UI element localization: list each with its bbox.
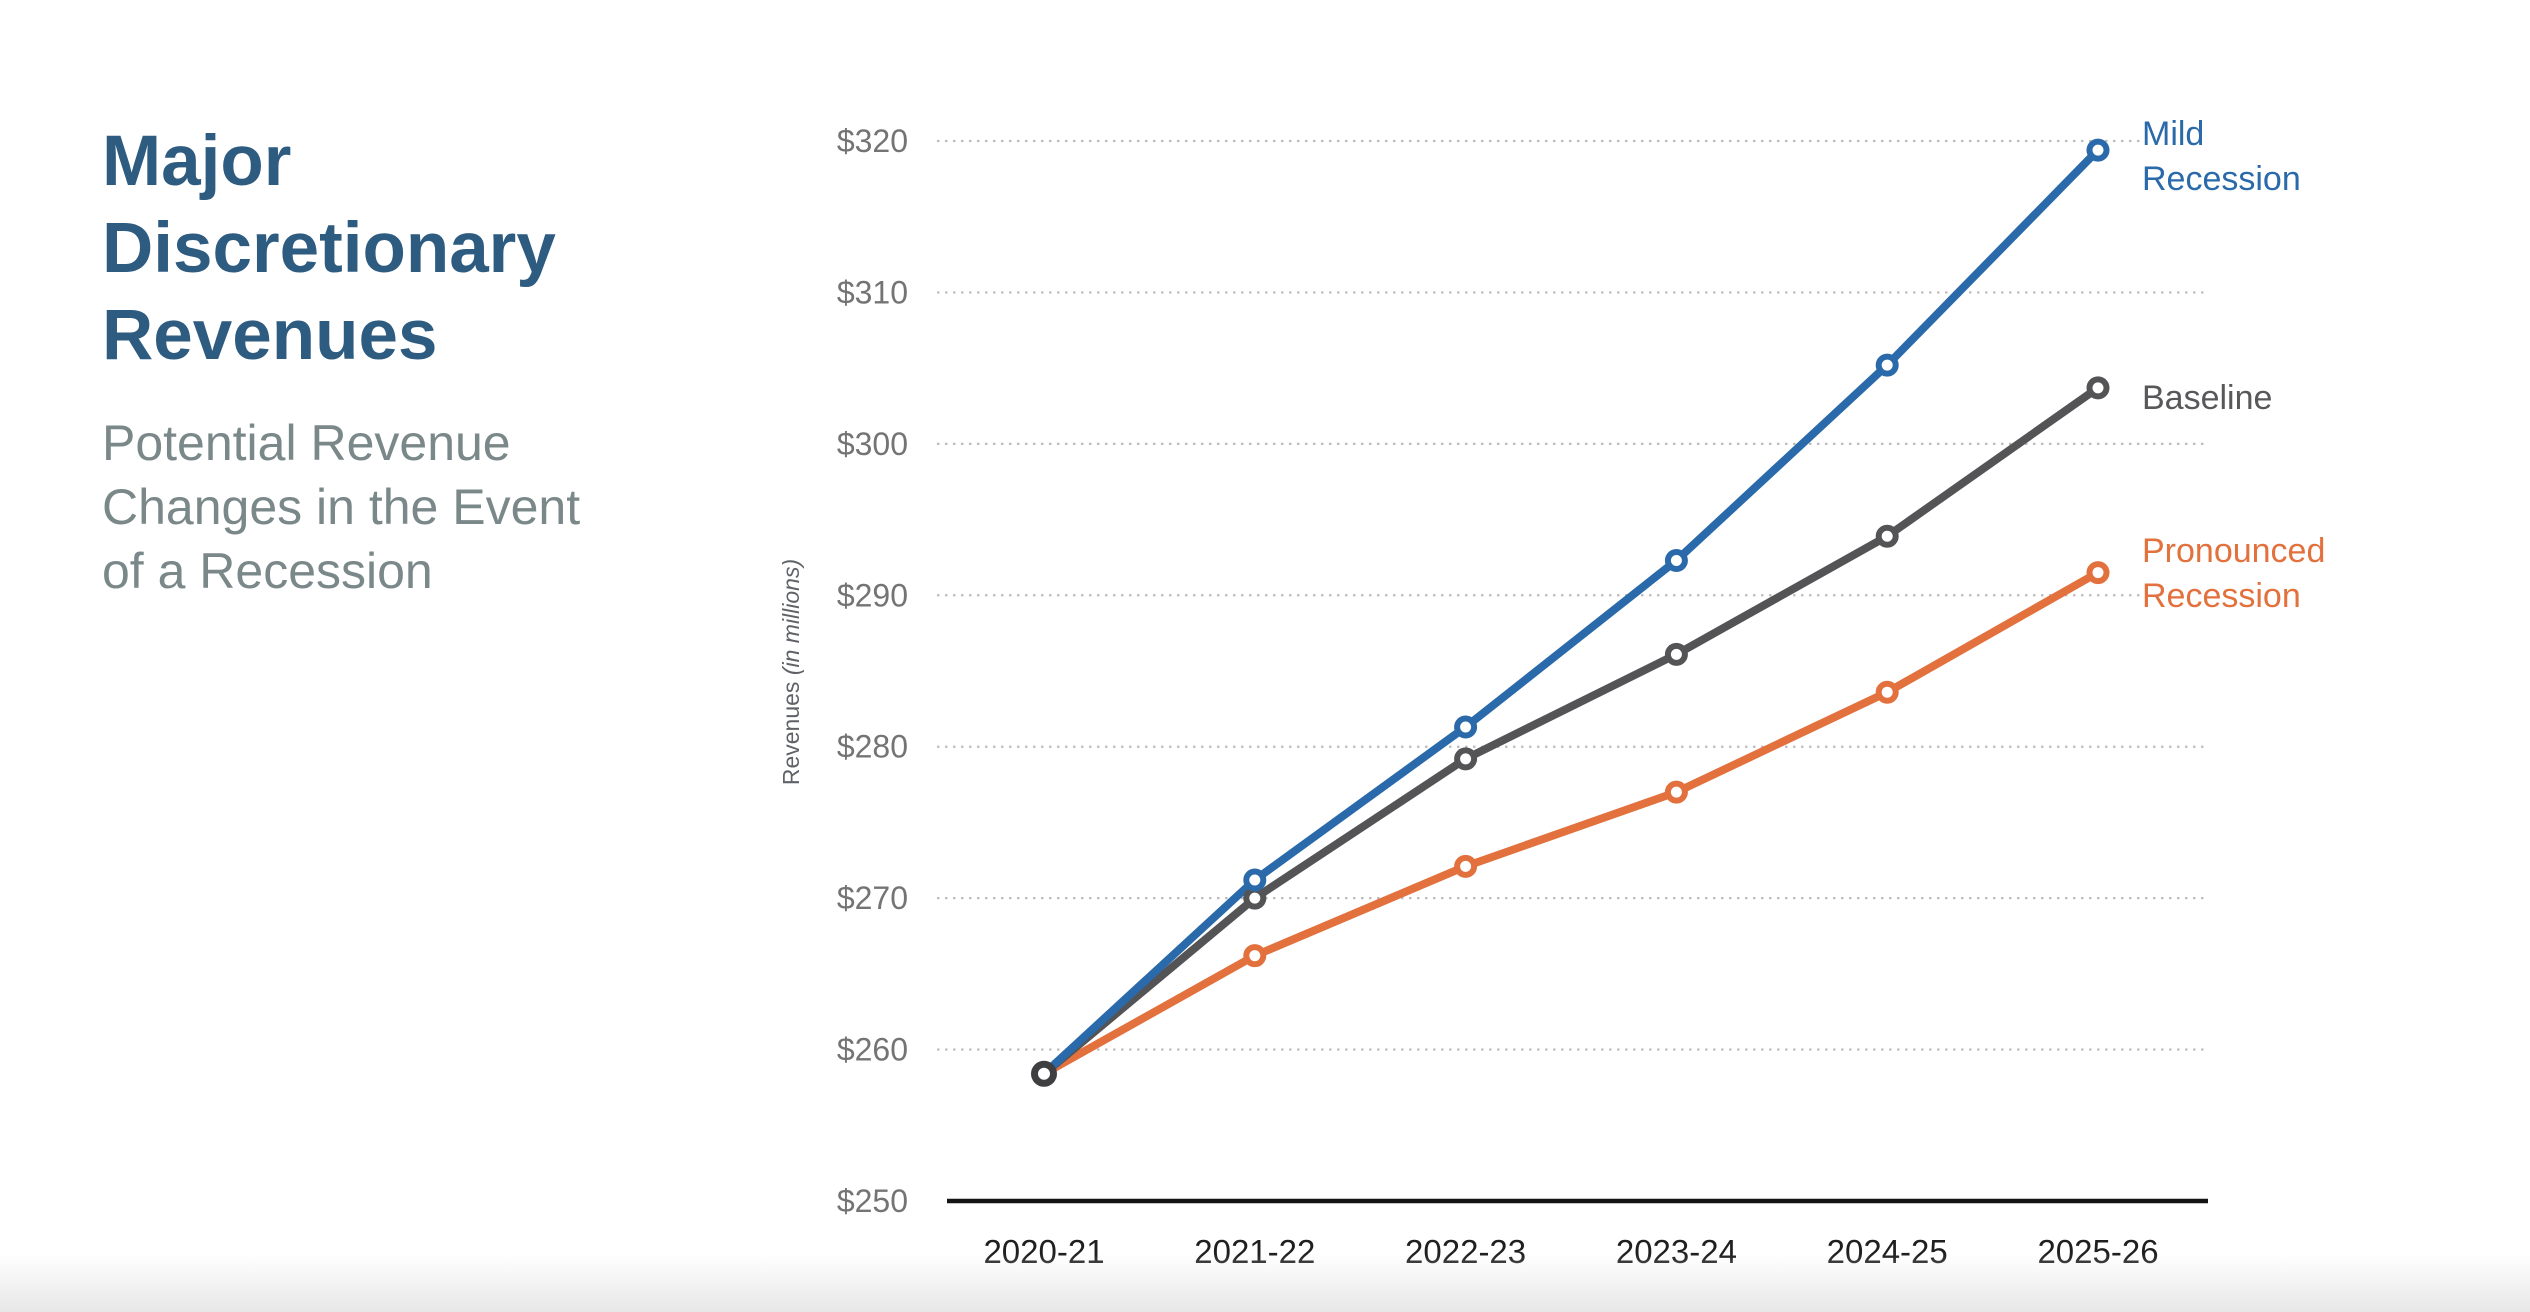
- series-line-baseline: [1040, 383, 2102, 1078]
- series-line-pronounced-recession: [1040, 568, 2102, 1078]
- page-title: Major Discretionary Revenues: [102, 118, 742, 379]
- x-tick-label: 2020-21: [983, 1233, 1104, 1270]
- data-point-baseline: [1664, 642, 1688, 666]
- page-subtitle: Potential Revenue Changes in the Event o…: [102, 411, 742, 603]
- data-point-mild-recession: [1243, 868, 1267, 892]
- data-point-origin: [1031, 1060, 1057, 1087]
- legend-pronounced-recession: Pronounced Recession: [2142, 527, 2334, 621]
- x-tick-label: 2024-25: [1827, 1233, 1948, 1270]
- y-tick-label: $270: [837, 880, 908, 916]
- data-point-baseline: [1454, 747, 1478, 771]
- legend-mild-recession: Mild Recession: [2142, 110, 2309, 204]
- y-tick-label: $250: [837, 1183, 908, 1219]
- data-point-mild-recession: [1454, 715, 1478, 739]
- x-tick-label: 2021-22: [1194, 1233, 1315, 1270]
- series-line-mild-recession: [1040, 146, 2102, 1078]
- data-point-pronounced-recession: [2086, 561, 2110, 585]
- data-point-baseline: [1875, 524, 1899, 548]
- page-title-line: Revenues: [102, 296, 438, 375]
- header-block: Major Discretionary Revenues Potential R…: [102, 118, 742, 603]
- data-point-baseline: [2086, 376, 2110, 400]
- y-tick-label: $320: [837, 123, 908, 159]
- page-title-line: Major: [102, 122, 292, 201]
- y-tick-label: $260: [837, 1032, 908, 1068]
- page-subtitle-line: of a Recession: [102, 543, 433, 599]
- page-subtitle-line: Changes in the Event: [102, 479, 581, 535]
- data-point-mild-recession: [2086, 138, 2110, 162]
- x-tick-label: 2022-23: [1405, 1233, 1526, 1270]
- page-title-line: Discretionary: [102, 209, 556, 288]
- data-point-mild-recession: [1664, 548, 1688, 572]
- y-axis-title: Revenues (in millions): [778, 559, 804, 785]
- data-point-pronounced-recession: [1875, 680, 1899, 704]
- data-point-pronounced-recession: [1243, 944, 1267, 968]
- legend-pronounced-recession-line: Pronounced: [2142, 532, 2326, 570]
- data-point-mild-recession: [1875, 353, 1899, 377]
- legend-baseline-line: Baseline: [2142, 379, 2273, 417]
- y-tick-label: $290: [837, 577, 908, 613]
- data-point-pronounced-recession: [1664, 780, 1688, 804]
- data-point-baseline: [1243, 886, 1267, 910]
- legend-mild-recession-line: Mild: [2142, 115, 2205, 153]
- legend-pronounced-recession-line: Recession: [2142, 577, 2301, 615]
- x-tick-label: 2023-24: [1616, 1233, 1737, 1270]
- legend-mild-recession-line: Recession: [2142, 160, 2301, 198]
- legend-baseline: Baseline: [2142, 374, 2281, 423]
- y-tick-label: $300: [837, 426, 908, 462]
- data-point-pronounced-recession: [1454, 854, 1478, 878]
- y-tick-label: $310: [837, 274, 908, 310]
- page-subtitle-line: Potential Revenue: [102, 415, 511, 471]
- x-tick-label: 2025-26: [2037, 1233, 2158, 1270]
- y-tick-label: $280: [837, 729, 908, 765]
